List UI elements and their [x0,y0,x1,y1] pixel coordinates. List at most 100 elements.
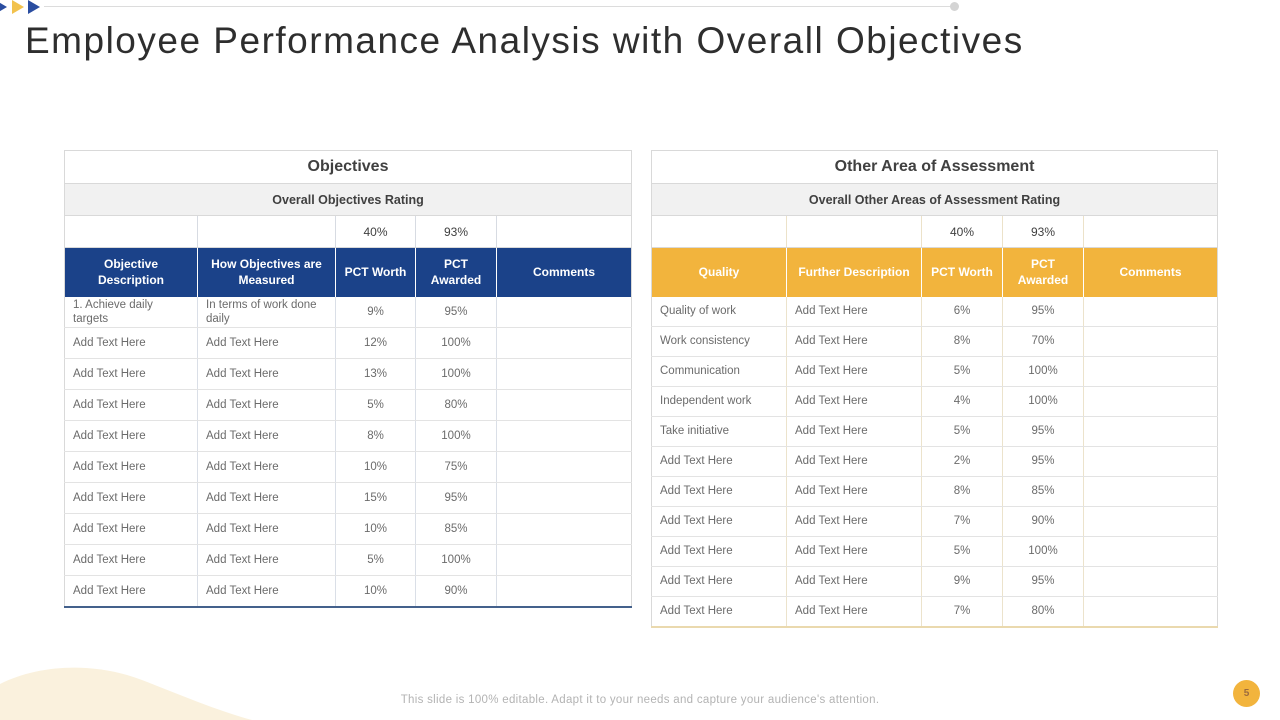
comments-cell [1083,416,1218,447]
pct-awarded-cell: 100% [1002,356,1084,387]
comments-cell [496,420,632,452]
table-row: Add Text Here Add Text Here 10% 75% [64,451,632,483]
description-cell: Add Text Here [786,297,922,327]
description-cell: Add Text Here [64,420,198,452]
measure-cell: Add Text Here [197,420,336,452]
table-row: Add Text Here Add Text Here 15% 95% [64,482,632,514]
table-row: Quality of work Add Text Here 6% 95% [651,297,1218,327]
description-cell: Add Text Here [786,536,922,567]
table-row: Add Text Here Add Text Here 10% 85% [64,513,632,545]
quality-cell: Independent work [651,386,787,417]
pct-awarded-cell: 100% [415,327,497,359]
objectives-table: Objectives Overall Objectives Rating 40%… [64,150,633,608]
measure-cell: Add Text Here [197,389,336,421]
pct-awarded-cell: 100% [415,544,497,576]
comments-cell [497,576,632,608]
description-cell: Add Text Here [786,416,922,447]
measure-cell: Add Text Here [197,451,336,483]
pct-awarded-cell: 90% [415,575,497,607]
description-cell: Add Text Here [786,566,922,597]
table-row: Add Text Here Add Text Here 5% 100% [64,544,632,576]
pct-awarded-cell: 95% [1002,446,1084,477]
measure-cell: Add Text Here [197,482,336,514]
description-cell: Add Text Here [64,482,198,514]
quality-cell: Add Text Here [651,446,787,477]
arrow-right-icon [12,0,24,14]
pct-awarded-cell: 100% [415,420,497,452]
column-header: Objective Description [64,247,198,297]
column-header-row: Quality Further Description PCT Worth PC… [651,247,1218,297]
pct-worth-cell: 5% [921,416,1003,447]
quality-cell: Work consistency [651,326,787,357]
empty-cell [651,215,787,248]
empty-cell [496,215,632,248]
description-cell: Add Text Here [786,596,922,627]
overall-pct-worth: 40% [921,215,1003,248]
pct-awarded-cell: 95% [1002,297,1084,327]
description-cell: Add Text Here [786,326,922,357]
pct-awarded-cell: 95% [1002,566,1084,597]
pct-awarded-cell: 95% [415,482,497,514]
table-row: Take initiative Add Text Here 5% 95% [651,416,1218,447]
quality-cell: Take initiative [651,416,787,447]
dot-icon [950,2,959,11]
quality-cell: Add Text Here [651,506,787,537]
description-cell: Add Text Here [786,446,922,477]
table-row: 1. Achieve daily targets In terms of wor… [64,297,632,328]
pct-worth-cell: 5% [921,356,1003,387]
measure-cell: Add Text Here [197,358,336,390]
pct-worth-cell: 7% [921,506,1003,537]
pct-worth-cell: 8% [921,476,1003,507]
comments-cell [1083,506,1218,537]
table-body: Quality of work Add Text Here 6% 95% Wor… [651,297,1218,627]
table-row: Communication Add Text Here 5% 100% [651,356,1218,387]
table-row: Add Text Here Add Text Here 7% 80% [651,596,1218,627]
arrow-right-icon [28,0,40,14]
table-row: Add Text Here Add Text Here 5% 80% [64,389,632,421]
pct-awarded-cell: 75% [415,451,497,483]
pct-worth-cell: 5% [921,536,1003,567]
comments-cell [496,327,632,359]
top-decoration [0,0,1280,20]
table-subtitle-row: Overall Other Areas of Assessment Rating [651,183,1218,216]
arrow-right-icon [0,0,7,14]
column-header: Comments [1083,247,1218,297]
pct-awarded-cell: 100% [1002,536,1084,567]
page-title: Employee Performance Analysis with Overa… [25,20,1024,61]
table-title-row: Objectives [64,150,632,184]
footer-note: This slide is 100% editable. Adapt it to… [400,694,880,706]
empty-cell [786,215,922,248]
comments-cell [1083,356,1218,387]
table-row: Add Text Here Add Text Here 13% 100% [64,358,632,390]
table-row: Add Text Here Add Text Here 9% 95% [651,566,1218,597]
comments-cell [496,358,632,390]
quality-cell: Add Text Here [651,566,787,597]
page-number-badge: 5 [1233,680,1260,707]
quality-cell: Communication [651,356,787,387]
pct-awarded-cell: 80% [415,389,497,421]
description-cell: Add Text Here [64,513,198,545]
description-cell: Add Text Here [786,476,922,507]
description-cell: Add Text Here [64,544,198,576]
table-row: Add Text Here Add Text Here 7% 90% [651,506,1218,537]
pct-worth-cell: 5% [335,544,416,576]
comments-cell [1083,297,1218,327]
pct-worth-cell: 4% [921,386,1003,417]
pct-worth-cell: 8% [921,326,1003,357]
comments-cell [1083,326,1218,357]
overall-pct-worth: 40% [335,215,416,248]
empty-cell [64,215,198,248]
pct-awarded-cell: 85% [1002,476,1084,507]
pct-awarded-cell: 85% [415,513,497,545]
quality-cell: Add Text Here [651,596,787,627]
pct-awarded-cell: 100% [1002,386,1084,417]
pct-awarded-cell: 90% [1002,506,1084,537]
column-header: PCT Worth [921,247,1003,297]
overall-pct-awarded: 93% [415,215,497,248]
comments-cell [1083,476,1218,507]
pct-awarded-cell: 95% [1002,416,1084,447]
pct-worth-cell: 15% [335,482,416,514]
pct-awarded-cell: 80% [1002,596,1084,627]
pct-awarded-cell: 70% [1002,326,1084,357]
table-row: Add Text Here Add Text Here 8% 100% [64,420,632,452]
